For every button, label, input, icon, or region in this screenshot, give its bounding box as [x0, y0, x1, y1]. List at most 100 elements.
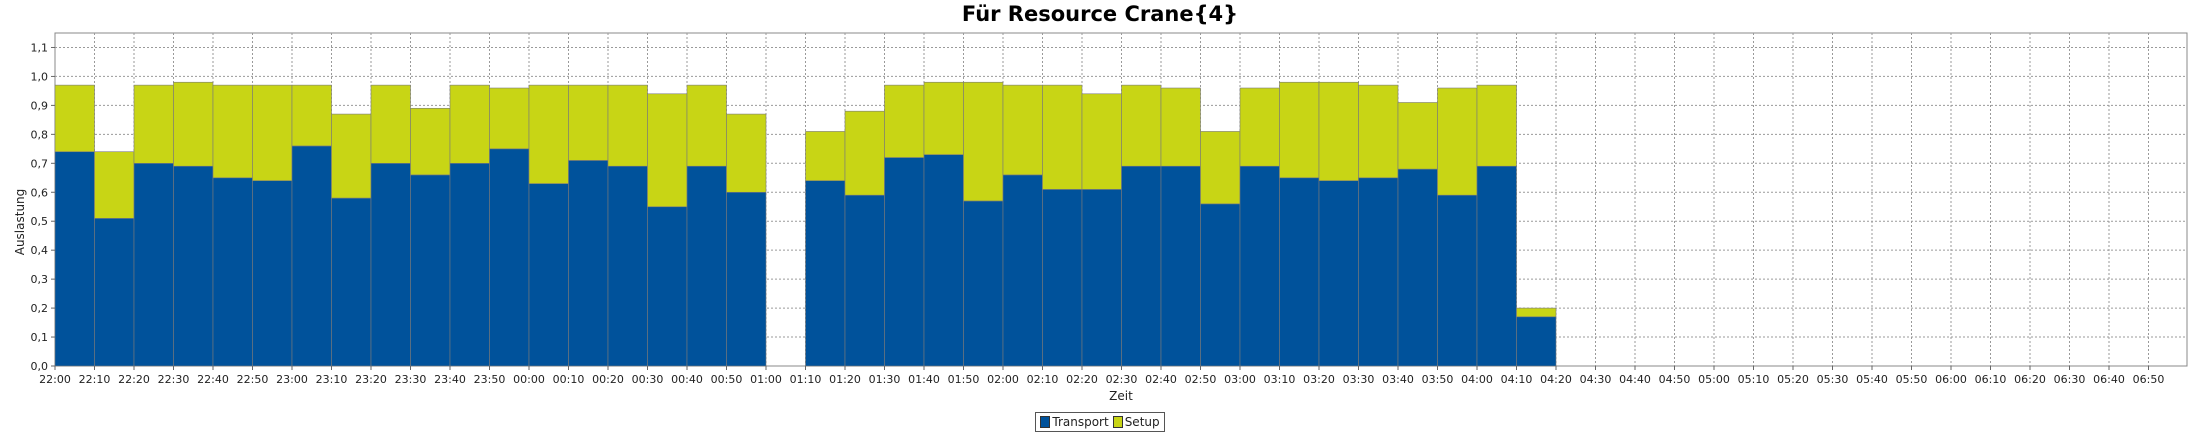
x-tick-label: 05:10 [1738, 373, 1770, 386]
x-tick-label: 22:40 [197, 373, 229, 386]
bar-setup [923, 81, 964, 155]
bar-transport [291, 145, 332, 367]
bar-setup [1516, 307, 1557, 318]
bar-transport [1081, 189, 1122, 367]
bar-setup [844, 110, 885, 196]
bar-setup [1279, 81, 1320, 179]
x-tick-label: 04:00 [1461, 373, 1493, 386]
bar-transport [410, 174, 451, 367]
bar-transport [1160, 165, 1201, 367]
bar-transport [607, 165, 648, 367]
bar-transport [1318, 180, 1359, 367]
bar-transport [963, 200, 1004, 367]
bar-setup [212, 84, 253, 179]
x-tick-label: 23:30 [395, 373, 427, 386]
y-tick-label: 0,2 [31, 302, 49, 315]
x-tick-label: 03:20 [1303, 373, 1335, 386]
y-tick-label: 0,3 [31, 273, 49, 286]
x-tick-label: 00:00 [513, 373, 545, 386]
bar-setup [1437, 87, 1478, 196]
bar-transport [1279, 177, 1320, 367]
x-tick-label: 05:00 [1698, 373, 1730, 386]
legend-item-setup: Setup [1112, 415, 1160, 429]
x-tick-label: 00:30 [632, 373, 664, 386]
x-tick-label: 01:50 [948, 373, 980, 386]
bar-setup [252, 84, 293, 181]
bar-setup [726, 113, 767, 193]
bar-setup [449, 84, 490, 164]
x-tick-label: 04:40 [1619, 373, 1651, 386]
bar-transport [1042, 189, 1083, 367]
y-tick-label: 0,6 [31, 186, 49, 199]
bar-setup [1239, 87, 1280, 167]
bar-setup [1358, 84, 1399, 179]
bar-transport [844, 194, 885, 367]
x-tick-label: 06:30 [2054, 373, 2086, 386]
bar-transport [173, 165, 214, 367]
bar-setup [331, 113, 372, 199]
bar-transport [1397, 168, 1438, 367]
bar-transport [370, 163, 411, 367]
y-tick-label: 0,5 [31, 215, 49, 228]
bar-transport [805, 180, 846, 367]
legend-swatch-transport [1040, 416, 1051, 428]
x-tick-label: 23:50 [474, 373, 506, 386]
x-tick-label: 03:30 [1343, 373, 1375, 386]
bars [54, 81, 1557, 367]
x-tick-label: 04:50 [1659, 373, 1691, 386]
bar-transport [647, 206, 688, 367]
bar-setup [1318, 81, 1359, 181]
y-tick-label: 1,0 [31, 70, 49, 83]
bar-transport [1476, 165, 1517, 367]
legend-swatch-setup [1112, 416, 1123, 428]
bar-transport [1200, 203, 1241, 367]
x-tick-label: 02:50 [1185, 373, 1217, 386]
bar-transport [923, 154, 964, 367]
bar-setup [1397, 102, 1438, 170]
bar-transport [568, 160, 609, 367]
x-tick-label: 02:40 [1145, 373, 1177, 386]
y-axis-label: Auslastung [13, 189, 27, 256]
x-tick-label: 04:10 [1501, 373, 1533, 386]
x-tick-label: 01:00 [750, 373, 782, 386]
bar-setup [133, 84, 174, 164]
bar-setup [1121, 84, 1162, 167]
bar-setup [884, 84, 925, 158]
bar-setup [1002, 84, 1043, 176]
x-tick-label: 22:20 [118, 373, 150, 386]
x-tick-label: 06:10 [1975, 373, 2007, 386]
bar-transport [1437, 194, 1478, 367]
bar-transport [133, 163, 174, 367]
bar-transport [94, 218, 135, 367]
x-tick-label: 23:10 [316, 373, 348, 386]
x-tick-label: 01:40 [908, 373, 940, 386]
bar-setup [686, 84, 727, 167]
bar-transport [54, 151, 95, 367]
bar-transport [528, 183, 569, 367]
x-tick-label: 03:10 [1264, 373, 1296, 386]
bar-setup [410, 107, 451, 176]
bar-setup [607, 84, 648, 167]
bar-setup [1200, 131, 1241, 205]
x-tick-label: 01:10 [790, 373, 822, 386]
bar-transport [331, 197, 372, 367]
y-tick-label: 0,7 [31, 157, 49, 170]
axes: 0,0 0,1 0,2 0,3 0,4 0,5 0,6 0,7 0,8 0,9 1,0 1,1 22:0… [31, 41, 2165, 386]
y-tick-label: 0,4 [31, 244, 49, 257]
chart-title: Für Resource Crane{4} [961, 2, 1239, 26]
legend-label-setup: Setup [1124, 415, 1160, 429]
x-tick-label: 02:10 [1027, 373, 1059, 386]
x-tick-label: 00:40 [671, 373, 703, 386]
x-tick-label: 05:40 [1856, 373, 1888, 386]
x-axis-label: Zeit [1109, 389, 1133, 403]
bar-transport [726, 191, 767, 367]
bar-setup [489, 87, 530, 150]
y-tick-label: 0,8 [31, 128, 49, 141]
x-tick-label: 23:20 [355, 373, 387, 386]
x-tick-label: 06:40 [2093, 373, 2125, 386]
y-tick-label: 0,0 [31, 360, 49, 373]
x-tick-label: 03:50 [1422, 373, 1454, 386]
x-tick-label: 23:00 [276, 373, 308, 386]
y-tick-label: 0,1 [31, 331, 49, 344]
